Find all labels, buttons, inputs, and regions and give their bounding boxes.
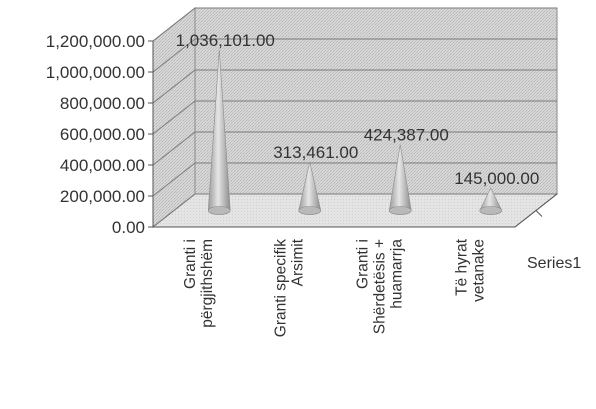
data-label: 1,036,101.00: [176, 31, 275, 50]
cone-base: [298, 206, 322, 215]
cone-bar: [207, 49, 231, 215]
gridline-side: [152, 69, 196, 104]
y-axis: 0.00 200,000.00 400,000.00 600,000.00 800,00…: [46, 32, 515, 237]
cone-base: [479, 206, 503, 215]
data-labels: 1,036,101.00 313,461.00 424,387.00 145,000.…: [176, 31, 540, 188]
series-axis: Series1: [514, 193, 581, 272]
y-tick-label: 0.00: [112, 218, 145, 237]
y-tick-label: 600,000.00: [60, 125, 145, 144]
cone-bar: [298, 161, 322, 215]
cone-bar: [479, 187, 503, 215]
data-label: 313,461.00: [273, 143, 358, 162]
gridlines: [152, 7, 557, 228]
x-axis-labels: Granti ipërgjithshëm Granti specifikArsim…: [182, 238, 488, 337]
y-tick-label: 400,000.00: [60, 156, 145, 175]
x-category-label: Granti iShërdetësis +huamarrja: [354, 239, 405, 335]
gridline-side: [152, 131, 196, 166]
gridline-side: [152, 162, 196, 197]
gridline-side: [152, 7, 196, 42]
gridline-side: [152, 193, 196, 228]
y-tick-label: 800,000.00: [60, 94, 145, 113]
y-tick-label: 1,200,000.00: [46, 32, 145, 51]
data-label: 145,000.00: [454, 169, 539, 188]
cone-base: [207, 206, 231, 215]
gridline-side: [152, 38, 196, 73]
cone-bar: [388, 144, 412, 215]
x-category-label: Të hyratvetanake: [453, 238, 487, 302]
depth-tick-mark: [535, 210, 543, 217]
x-category-label: Granti specifikArsimit: [272, 238, 306, 337]
cone-series: [207, 49, 503, 215]
gridline-side: [152, 100, 196, 135]
y-tick-label: 200,000.00: [60, 187, 145, 206]
series-axis-label: Series1: [527, 255, 581, 272]
cone-base: [388, 206, 412, 215]
data-label: 424,387.00: [364, 126, 449, 145]
x-category-label: Granti ipërgjithshëm: [182, 239, 216, 328]
y-tick-label: 1,000,000.00: [46, 63, 145, 82]
